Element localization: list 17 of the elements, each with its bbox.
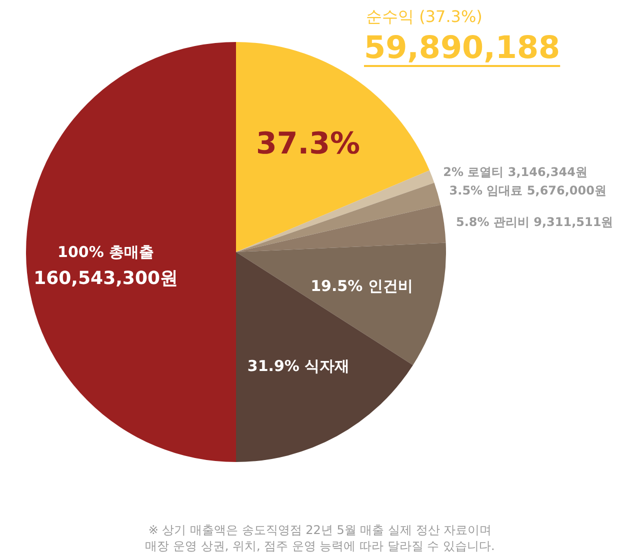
pie-slice — [236, 182, 441, 252]
pie-slice — [26, 42, 236, 462]
text: 매장 운영 상권, 위치, 점주 운영 능력에 따라 달라질 수 있습니다. — [145, 539, 495, 553]
pie-slice — [236, 204, 446, 252]
slice-label: 2% 로열티 3,146,344원 — [443, 165, 588, 180]
slice-label: 19.5% 인건비 — [310, 276, 413, 295]
text: 순수익 (37.3%) — [366, 7, 482, 26]
text: 59,890,188 — [364, 30, 560, 66]
slice-label: 5.8% 관리비 9,311,511원 — [456, 215, 614, 230]
slice-label: 3.5% 임대료 5,676,000원 — [449, 183, 606, 198]
slice-label: 31.9% 식자재 — [247, 357, 350, 376]
pie-slice — [236, 170, 434, 252]
slice-label: 37.3% — [256, 126, 360, 162]
pie-slice — [236, 252, 413, 462]
text: 160,543,300원 — [34, 268, 178, 289]
slice-label: 100% 총매출 — [58, 243, 154, 261]
text: ※ 상기 매출액은 송도직영점 22년 5월 매출 실제 정산 자료이며 — [148, 523, 492, 537]
